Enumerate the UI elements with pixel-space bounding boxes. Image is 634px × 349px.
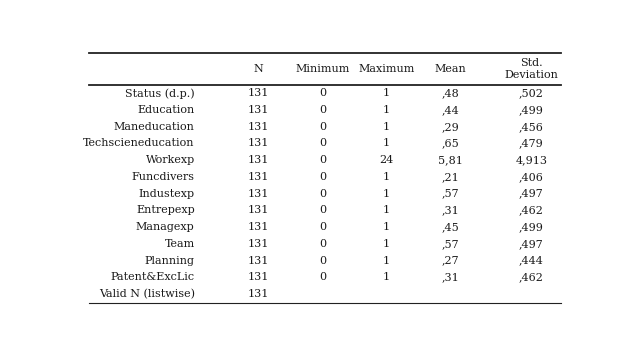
Text: Workexp: Workexp xyxy=(145,155,195,165)
Text: 0: 0 xyxy=(319,88,326,98)
Text: 0: 0 xyxy=(319,256,326,266)
Text: 0: 0 xyxy=(319,239,326,249)
Text: Techscieneducation: Techscieneducation xyxy=(83,139,195,148)
Text: 4,913: 4,913 xyxy=(515,155,547,165)
Text: ,44: ,44 xyxy=(441,105,459,115)
Text: 131: 131 xyxy=(248,239,269,249)
Text: 131: 131 xyxy=(248,256,269,266)
Text: 131: 131 xyxy=(248,189,269,199)
Text: 131: 131 xyxy=(248,139,269,148)
Text: 1: 1 xyxy=(383,172,390,182)
Text: 131: 131 xyxy=(248,289,269,299)
Text: 0: 0 xyxy=(319,189,326,199)
Text: Entrepexp: Entrepexp xyxy=(136,206,195,215)
Text: ,502: ,502 xyxy=(519,88,544,98)
Text: 1: 1 xyxy=(383,239,390,249)
Text: 1: 1 xyxy=(383,256,390,266)
Text: ,499: ,499 xyxy=(519,222,544,232)
Text: Team: Team xyxy=(164,239,195,249)
Text: ,462: ,462 xyxy=(519,206,544,215)
Text: ,499: ,499 xyxy=(519,105,544,115)
Text: ,479: ,479 xyxy=(519,139,544,148)
Text: ,456: ,456 xyxy=(519,122,544,132)
Text: 0: 0 xyxy=(319,105,326,115)
Text: ,406: ,406 xyxy=(519,172,544,182)
Text: Valid N (listwise): Valid N (listwise) xyxy=(99,289,195,299)
Text: ,21: ,21 xyxy=(441,172,459,182)
Text: Status (d.p.): Status (d.p.) xyxy=(125,88,195,98)
Text: 0: 0 xyxy=(319,273,326,282)
Text: Maneducation: Maneducation xyxy=(114,122,195,132)
Text: 131: 131 xyxy=(248,172,269,182)
Text: 1: 1 xyxy=(383,206,390,215)
Text: ,497: ,497 xyxy=(519,189,544,199)
Text: ,31: ,31 xyxy=(441,206,459,215)
Text: ,497: ,497 xyxy=(519,239,544,249)
Text: Minimum: Minimum xyxy=(295,64,350,74)
Text: ,57: ,57 xyxy=(441,239,459,249)
Text: Mean: Mean xyxy=(434,64,466,74)
Text: 1: 1 xyxy=(383,105,390,115)
Text: 24: 24 xyxy=(379,155,394,165)
Text: 1: 1 xyxy=(383,139,390,148)
Text: ,45: ,45 xyxy=(441,222,459,232)
Text: 0: 0 xyxy=(319,122,326,132)
Text: 5,81: 5,81 xyxy=(438,155,463,165)
Text: ,65: ,65 xyxy=(441,139,459,148)
Text: 131: 131 xyxy=(248,273,269,282)
Text: ,48: ,48 xyxy=(441,88,459,98)
Text: ,31: ,31 xyxy=(441,273,459,282)
Text: Managexp: Managexp xyxy=(136,222,195,232)
Text: 1: 1 xyxy=(383,88,390,98)
Text: ,444: ,444 xyxy=(519,256,544,266)
Text: ,57: ,57 xyxy=(441,189,459,199)
Text: 1: 1 xyxy=(383,222,390,232)
Text: ,29: ,29 xyxy=(441,122,459,132)
Text: Maximum: Maximum xyxy=(358,64,415,74)
Text: 0: 0 xyxy=(319,155,326,165)
Text: 131: 131 xyxy=(248,105,269,115)
Text: 1: 1 xyxy=(383,273,390,282)
Text: 1: 1 xyxy=(383,122,390,132)
Text: N: N xyxy=(254,64,264,74)
Text: 131: 131 xyxy=(248,222,269,232)
Text: Planning: Planning xyxy=(145,256,195,266)
Text: 131: 131 xyxy=(248,88,269,98)
Text: 0: 0 xyxy=(319,222,326,232)
Text: ,27: ,27 xyxy=(441,256,459,266)
Text: Industexp: Industexp xyxy=(139,189,195,199)
Text: 0: 0 xyxy=(319,206,326,215)
Text: 0: 0 xyxy=(319,139,326,148)
Text: 0: 0 xyxy=(319,172,326,182)
Text: Std.
Deviation: Std. Deviation xyxy=(505,58,558,80)
Text: Patent&ExcLic: Patent&ExcLic xyxy=(110,273,195,282)
Text: Funcdivers: Funcdivers xyxy=(132,172,195,182)
Text: 131: 131 xyxy=(248,206,269,215)
Text: ,462: ,462 xyxy=(519,273,544,282)
Text: 131: 131 xyxy=(248,155,269,165)
Text: Education: Education xyxy=(138,105,195,115)
Text: 131: 131 xyxy=(248,122,269,132)
Text: 1: 1 xyxy=(383,189,390,199)
